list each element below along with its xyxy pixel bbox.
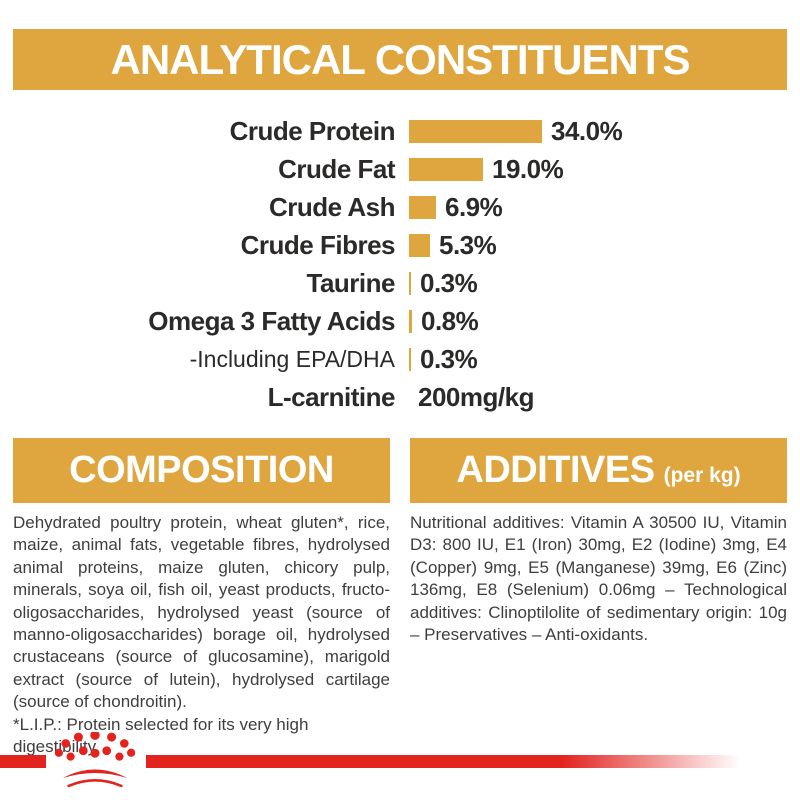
analytical-constituents-title: ANALYTICAL CONSTITUENTS <box>110 35 690 83</box>
composition-footnote: *L.I.P.: Protein selected for its very h… <box>13 714 309 757</box>
brand-stripe-right <box>146 755 740 768</box>
row-bar <box>409 195 436 219</box>
composition-column: COMPOSITION Dehydrated poultry protein, … <box>13 438 390 758</box>
analytical-constituents-header: ANALYTICAL CONSTITUENTS <box>13 29 787 90</box>
row-label: L-carnitine <box>267 381 396 412</box>
lower-columns: COMPOSITION Dehydrated poultry protein, … <box>13 438 787 758</box>
row-label: Crude Fat <box>278 153 395 184</box>
composition-title: COMPOSITION <box>69 449 334 491</box>
row-label: Taurine <box>306 267 396 298</box>
additives-title: ADDITIVES <box>456 449 655 491</box>
row-bar <box>409 233 430 257</box>
row-bar <box>409 309 412 333</box>
row-value: 19.0% <box>492 153 564 184</box>
row-bar <box>409 271 411 295</box>
row-label: Crude Protein <box>229 115 396 146</box>
row-value: 5.3% <box>439 229 497 260</box>
composition-header: COMPOSITION <box>13 438 390 503</box>
row-bar <box>409 157 483 181</box>
additives-column: ADDITIVES (per kg) Nutritional additives… <box>410 438 787 758</box>
additives-text: Nutritional additives: Vitamin A 30500 I… <box>410 513 787 645</box>
chart-row: L-carnitine 200mg/kg <box>0 378 800 416</box>
chart-row: Crude Protein 34.0% <box>0 112 800 150</box>
additives-title-suffix: (per kg) <box>663 464 741 487</box>
additives-header: ADDITIVES (per kg) <box>410 438 787 503</box>
composition-text: Dehydrated poultry protein, wheat gluten… <box>13 513 390 712</box>
analytical-chart: Crude Protein 34.0% Crude Fat 19.0% Crude As… <box>0 112 800 416</box>
royal-canin-crown-icon <box>54 732 136 788</box>
row-value: 200mg/kg <box>418 381 534 412</box>
row-value: 0.3% <box>420 343 478 374</box>
row-label: Omega 3 Fatty Acids <box>148 305 395 336</box>
chart-row: Taurine 0.3% <box>0 264 800 302</box>
row-value: 34.0% <box>551 115 623 146</box>
row-bar <box>409 347 411 371</box>
chart-row: Crude Fat 19.0% <box>0 150 800 188</box>
chart-row: -Including EPA/DHA 0.3% <box>0 340 800 378</box>
chart-row: Crude Fibres 5.3% <box>0 226 800 264</box>
chart-row: Omega 3 Fatty Acids 0.8% <box>0 302 800 340</box>
row-bar <box>409 119 542 143</box>
brand-stripe-left <box>0 755 46 768</box>
row-label: -Including EPA/DHA <box>189 345 395 372</box>
row-label: Crude Fibres <box>240 229 396 260</box>
chart-row: Crude Ash 6.9% <box>0 188 800 226</box>
row-value: 0.3% <box>420 267 478 298</box>
row-value: 6.9% <box>445 191 503 222</box>
row-label: Crude Ash <box>269 191 396 222</box>
row-value: 0.8% <box>421 305 479 336</box>
